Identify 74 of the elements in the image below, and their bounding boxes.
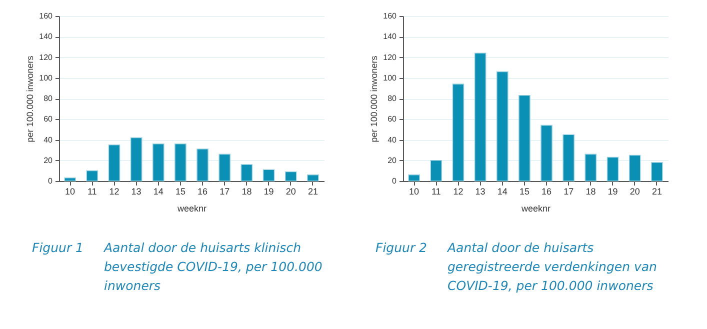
x-tick-label: 21 [308, 186, 318, 196]
x-tick-label: 12 [452, 186, 463, 196]
x-tick-label: 14 [153, 186, 164, 196]
text: Aantal door de huisarts klinisch bevestigde COVID-19, per 100.000 inwoners [104, 239, 324, 295]
y-tick-label: 20 [44, 156, 54, 165]
bar [86, 170, 98, 182]
bar [496, 71, 508, 182]
x-tick-label: 16 [541, 186, 552, 196]
x-axis-title: weeknr [176, 204, 207, 214]
y-axis-title: per 100.000 inwoners [25, 55, 36, 142]
x-tick-label: 18 [242, 186, 252, 196]
y-tick-label: 140 [382, 32, 397, 42]
x-tick-label: 12 [109, 186, 120, 196]
y-tick-label: 120 [39, 52, 54, 62]
y-tick-label: 80 [387, 94, 397, 103]
bar [152, 143, 164, 182]
y-tick-label: 0 [392, 176, 397, 186]
bar [196, 148, 208, 182]
x-tick-label: 16 [198, 186, 208, 196]
x-tick-label: 11 [430, 186, 440, 196]
y-tick-label: 80 [44, 94, 54, 103]
bar [218, 154, 231, 182]
y-tick-label: 120 [382, 52, 397, 62]
y-tick-label: 160 [382, 12, 397, 20]
bar [108, 144, 120, 182]
y-tick-label: 140 [39, 32, 54, 42]
bar [474, 52, 486, 182]
x-tick-label: 20 [629, 186, 640, 196]
x-tick-label: 13 [474, 186, 485, 196]
x-tick-label: 15 [518, 186, 529, 196]
bar [130, 137, 142, 182]
y-tick-label: 100 [382, 73, 397, 82]
bar [562, 134, 574, 182]
y-tick-label: 100 [39, 73, 54, 82]
y-tick-label: 60 [387, 114, 397, 124]
x-tick-label: 10 [408, 186, 419, 196]
y-tick-label: 60 [44, 114, 54, 124]
bar [628, 154, 640, 182]
bar [518, 95, 530, 182]
y-axis-title: per 100.000 inwoners [368, 55, 379, 142]
x-tick-label: 17 [220, 186, 230, 196]
x-tick-label: 17 [563, 186, 574, 196]
bar [584, 154, 596, 182]
bar [540, 124, 552, 182]
bar [408, 174, 420, 182]
y-tick-label: 40 [44, 135, 54, 144]
bar [430, 160, 442, 182]
bar [174, 143, 186, 182]
y-tick-label: 40 [387, 135, 397, 144]
bar [307, 174, 319, 182]
bar [284, 171, 297, 182]
x-axis-title: weeknr [520, 204, 550, 214]
x-tick-label: 18 [585, 186, 596, 196]
bar [240, 164, 253, 182]
text: Figuur 1 [31, 239, 85, 257]
x-tick-label: 19 [264, 186, 274, 196]
x-tick-label: 21 [651, 186, 662, 196]
text: Figuur 2 [374, 239, 428, 257]
bar [650, 162, 662, 182]
x-tick-label: 15 [175, 186, 186, 196]
y-tick-label: 20 [387, 156, 397, 165]
bar [64, 178, 76, 182]
x-tick-label: 11 [87, 186, 97, 196]
text: Aantal door de huisarts geregistreerde verdenkingen van COVID-19, per 100.000 inwoners [448, 239, 658, 295]
y-tick-label: 0 [48, 176, 54, 186]
x-tick-label: 10 [65, 186, 76, 196]
bar [262, 169, 275, 182]
bar [452, 84, 464, 182]
bar [606, 156, 618, 182]
x-tick-label: 13 [131, 186, 142, 196]
x-tick-label: 20 [286, 186, 296, 196]
x-tick-label: 19 [607, 186, 618, 196]
x-tick-label: 14 [496, 186, 507, 196]
y-tick-label: 160 [39, 12, 54, 20]
